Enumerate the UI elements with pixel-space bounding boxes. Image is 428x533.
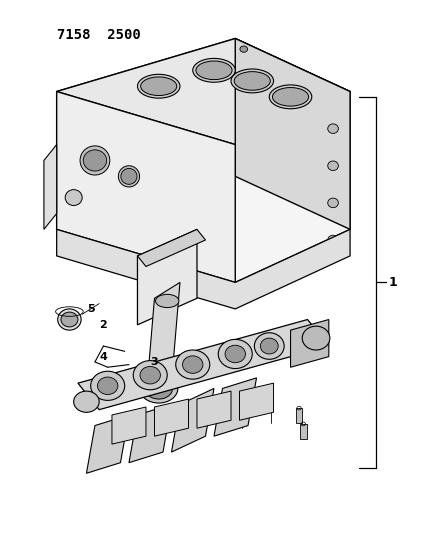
- Ellipse shape: [83, 150, 107, 171]
- Ellipse shape: [145, 378, 172, 399]
- Text: 2: 2: [100, 320, 107, 330]
- Ellipse shape: [91, 371, 125, 400]
- Ellipse shape: [176, 350, 210, 379]
- Polygon shape: [137, 229, 205, 266]
- Ellipse shape: [260, 338, 278, 354]
- Ellipse shape: [80, 146, 110, 175]
- Ellipse shape: [61, 312, 78, 327]
- Ellipse shape: [273, 87, 309, 106]
- Polygon shape: [44, 144, 56, 229]
- Ellipse shape: [65, 190, 82, 206]
- Polygon shape: [56, 38, 350, 282]
- Polygon shape: [214, 378, 256, 436]
- Ellipse shape: [74, 391, 99, 413]
- Ellipse shape: [58, 309, 81, 330]
- Ellipse shape: [218, 340, 252, 368]
- Ellipse shape: [155, 294, 179, 308]
- Ellipse shape: [98, 377, 118, 394]
- Polygon shape: [146, 282, 180, 399]
- Ellipse shape: [269, 85, 312, 109]
- Polygon shape: [240, 383, 273, 420]
- Ellipse shape: [141, 77, 177, 95]
- Polygon shape: [129, 405, 172, 463]
- Polygon shape: [291, 319, 329, 367]
- Text: 5: 5: [87, 304, 95, 314]
- Ellipse shape: [240, 46, 247, 52]
- Polygon shape: [137, 229, 197, 325]
- Text: 4: 4: [99, 352, 107, 361]
- Polygon shape: [235, 38, 350, 229]
- Text: 1: 1: [388, 276, 397, 289]
- Ellipse shape: [302, 326, 330, 350]
- Ellipse shape: [328, 235, 339, 245]
- Polygon shape: [56, 38, 350, 144]
- Ellipse shape: [118, 166, 140, 187]
- Polygon shape: [112, 407, 146, 444]
- Polygon shape: [78, 319, 329, 410]
- Polygon shape: [56, 229, 350, 309]
- Ellipse shape: [121, 168, 137, 184]
- Ellipse shape: [254, 333, 284, 359]
- Ellipse shape: [234, 71, 270, 90]
- Ellipse shape: [231, 69, 273, 93]
- Ellipse shape: [328, 198, 339, 208]
- Bar: [296, 408, 303, 423]
- Ellipse shape: [137, 74, 180, 98]
- Ellipse shape: [182, 356, 203, 373]
- Polygon shape: [197, 391, 231, 428]
- Ellipse shape: [225, 345, 246, 363]
- Ellipse shape: [328, 161, 339, 171]
- Text: 3: 3: [151, 357, 158, 367]
- Ellipse shape: [133, 361, 167, 390]
- Polygon shape: [56, 92, 235, 282]
- Polygon shape: [172, 389, 214, 452]
- Ellipse shape: [193, 59, 235, 82]
- Ellipse shape: [196, 61, 232, 79]
- Ellipse shape: [140, 374, 178, 403]
- Polygon shape: [86, 415, 129, 473]
- Ellipse shape: [140, 367, 160, 384]
- Ellipse shape: [328, 124, 339, 133]
- Text: 7158  2500: 7158 2500: [56, 28, 140, 42]
- Polygon shape: [155, 399, 188, 436]
- Bar: [300, 424, 307, 439]
